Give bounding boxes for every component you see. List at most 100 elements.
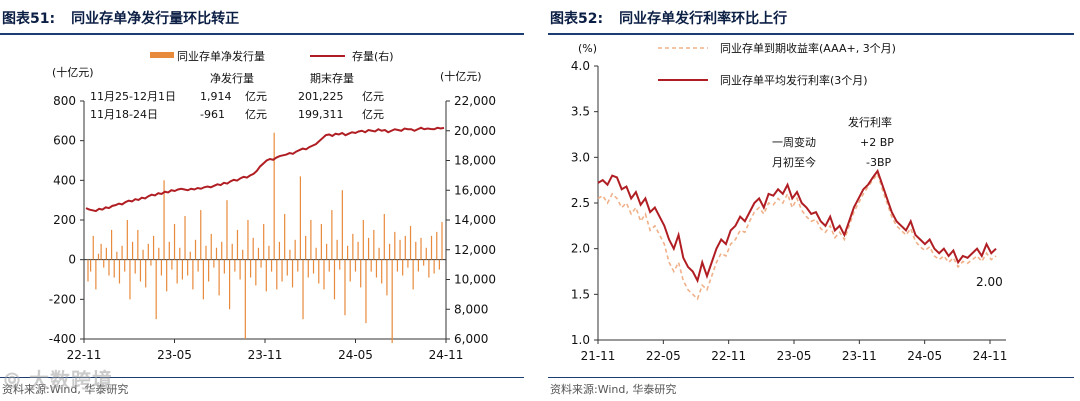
net-issuance-bar [365, 259, 367, 324]
net-issuance-bar [152, 235, 155, 260]
x-tick-label: 24-11 [973, 349, 1008, 363]
y-tick-label: 1.0 [571, 333, 590, 347]
y-tick-label: 4.0 [571, 59, 590, 73]
y-tick-label: 3.0 [571, 150, 590, 164]
right-source-note: 资料来源:Wind, 华泰研究 [550, 383, 677, 396]
right-y-tick-label: 6,000 [454, 332, 488, 346]
net-issuance-bar [210, 233, 212, 260]
net-issuance-bar [305, 235, 307, 260]
net-issuance-bar [436, 231, 438, 260]
net-issuance-bar [234, 259, 236, 272]
x-tick-label: 23-05 [777, 349, 812, 363]
net-issuance-bar [278, 241, 281, 260]
right-y-tick-label: 8,000 [454, 302, 488, 316]
net-issuance-bar [252, 237, 254, 260]
table-row-2-stock-unit: 亿元 [362, 108, 384, 121]
net-issuance-bar [103, 259, 105, 268]
net-issuance-bar [318, 259, 320, 284]
left-y-tick-label: -400 [49, 332, 76, 346]
x-tick-label: 21-11 [581, 349, 616, 363]
net-issuance-bar [352, 233, 354, 260]
net-issuance-bar [173, 223, 176, 260]
net-issuance-bar [226, 200, 228, 260]
net-issuance-bar [189, 251, 191, 260]
net-issuance-bar [129, 259, 131, 300]
x-tick-label: 23-11 [248, 348, 283, 362]
y-tick-label: 2.5 [571, 196, 590, 210]
annotation-header: 发行利率 [848, 115, 892, 129]
net-issuance-bar [142, 249, 144, 260]
net-issuance-bar [378, 247, 380, 260]
x-tick-label: 24-05 [338, 348, 373, 362]
net-issuance-bar [388, 243, 391, 260]
left-source-note: 资料来源:Wind, 华泰研究 [2, 383, 129, 396]
net-issuance-bar [336, 239, 338, 260]
net-issuance-bar [399, 239, 401, 260]
net-issuance-bar [362, 220, 364, 260]
table-row-2-net: -961 [200, 108, 225, 121]
end-value-label: 2.00 [976, 275, 1003, 289]
table-row-1-period: 11月25-12月1日 [90, 90, 176, 103]
net-issuance-bar [160, 259, 163, 276]
net-issuance-bar [260, 259, 262, 268]
net-issuance-bar [323, 259, 325, 290]
right-y-tick-label: 10,000 [454, 273, 496, 287]
net-issuance-bar [168, 241, 170, 260]
right-y-tick-label: 20,000 [454, 124, 496, 138]
net-issuance-bar [202, 259, 204, 300]
net-issuance-bar [433, 259, 435, 274]
net-issuance-bar [291, 259, 294, 288]
net-issuance-bar [430, 235, 433, 260]
table-row-2-period: 11月18-24日 [90, 108, 158, 121]
y-tick-label: 3.5 [571, 105, 590, 119]
net-issuance-bar [412, 259, 414, 290]
net-issuance-bar [425, 247, 427, 260]
net-issuance-bar [357, 241, 359, 260]
table-header-net: 净发行量 [210, 71, 254, 85]
net-issuance-bar [236, 229, 239, 260]
net-issuance-bar [147, 243, 149, 260]
right-y-tick-label: 14,000 [454, 213, 496, 227]
net-issuance-bar [375, 259, 378, 278]
y-tick-label: 1.5 [571, 287, 590, 301]
net-issuance-bar [415, 241, 417, 260]
net-issuance-bar [166, 259, 168, 292]
net-issuance-bar [155, 259, 157, 320]
net-issuance-bar [158, 247, 160, 260]
left-y-tick-label: 400 [53, 173, 76, 187]
net-issuance-bar [249, 259, 252, 278]
x-tick-label: 22-11 [711, 349, 746, 363]
net-issuance-bar [320, 223, 322, 260]
right-chart-svg: (%) 同业存单到期收益率(AAA+, 3个月) 同业存单平均发行利率(3个月)… [571, 41, 1008, 363]
table-row-1-net-unit: 亿元 [245, 90, 267, 103]
net-issuance-bar [273, 132, 275, 260]
net-issuance-bar [307, 259, 309, 278]
right-legend-solid-label: 同业存单平均发行利率(3个月) [720, 73, 868, 87]
net-issuance-bar [326, 243, 328, 260]
net-issuance-bar [257, 247, 260, 260]
net-issuance-bar [108, 259, 110, 276]
net-issuance-bar [270, 259, 273, 272]
y-tick-label: 2.0 [571, 242, 590, 256]
net-issuance-bar [223, 259, 225, 274]
net-issuance-bar [286, 259, 288, 276]
x-tick-label: 24-11 [429, 348, 464, 362]
net-issuance-bar [420, 237, 422, 260]
net-issuance-bar [124, 259, 126, 272]
annotation-row2-label: 月初至今 [772, 155, 816, 169]
net-issuance-bar [409, 225, 412, 260]
table-row-1-net: 1,914 [200, 90, 232, 103]
net-issuance-bar [328, 259, 330, 272]
left-y-tick-label: -200 [49, 292, 76, 306]
net-issuance-bar [184, 216, 186, 260]
net-issuance-bar [289, 249, 291, 260]
net-issuance-bar [302, 259, 304, 320]
right-axis-unit: (%) [578, 42, 597, 55]
net-issuance-bar [229, 259, 231, 310]
net-issuance-bar [396, 259, 399, 272]
right-title-text: 同业存单发行利率环比上行 [619, 11, 788, 27]
net-issuance-bar [111, 229, 113, 260]
right-axis-unit: (十亿元) [440, 69, 482, 83]
net-issuance-bar [386, 259, 388, 296]
left-chart-panel: 图表51: 同业存单净发行量环比转正 同业存单净发行量 存量(右) (十亿元) (… [0, 0, 530, 401]
